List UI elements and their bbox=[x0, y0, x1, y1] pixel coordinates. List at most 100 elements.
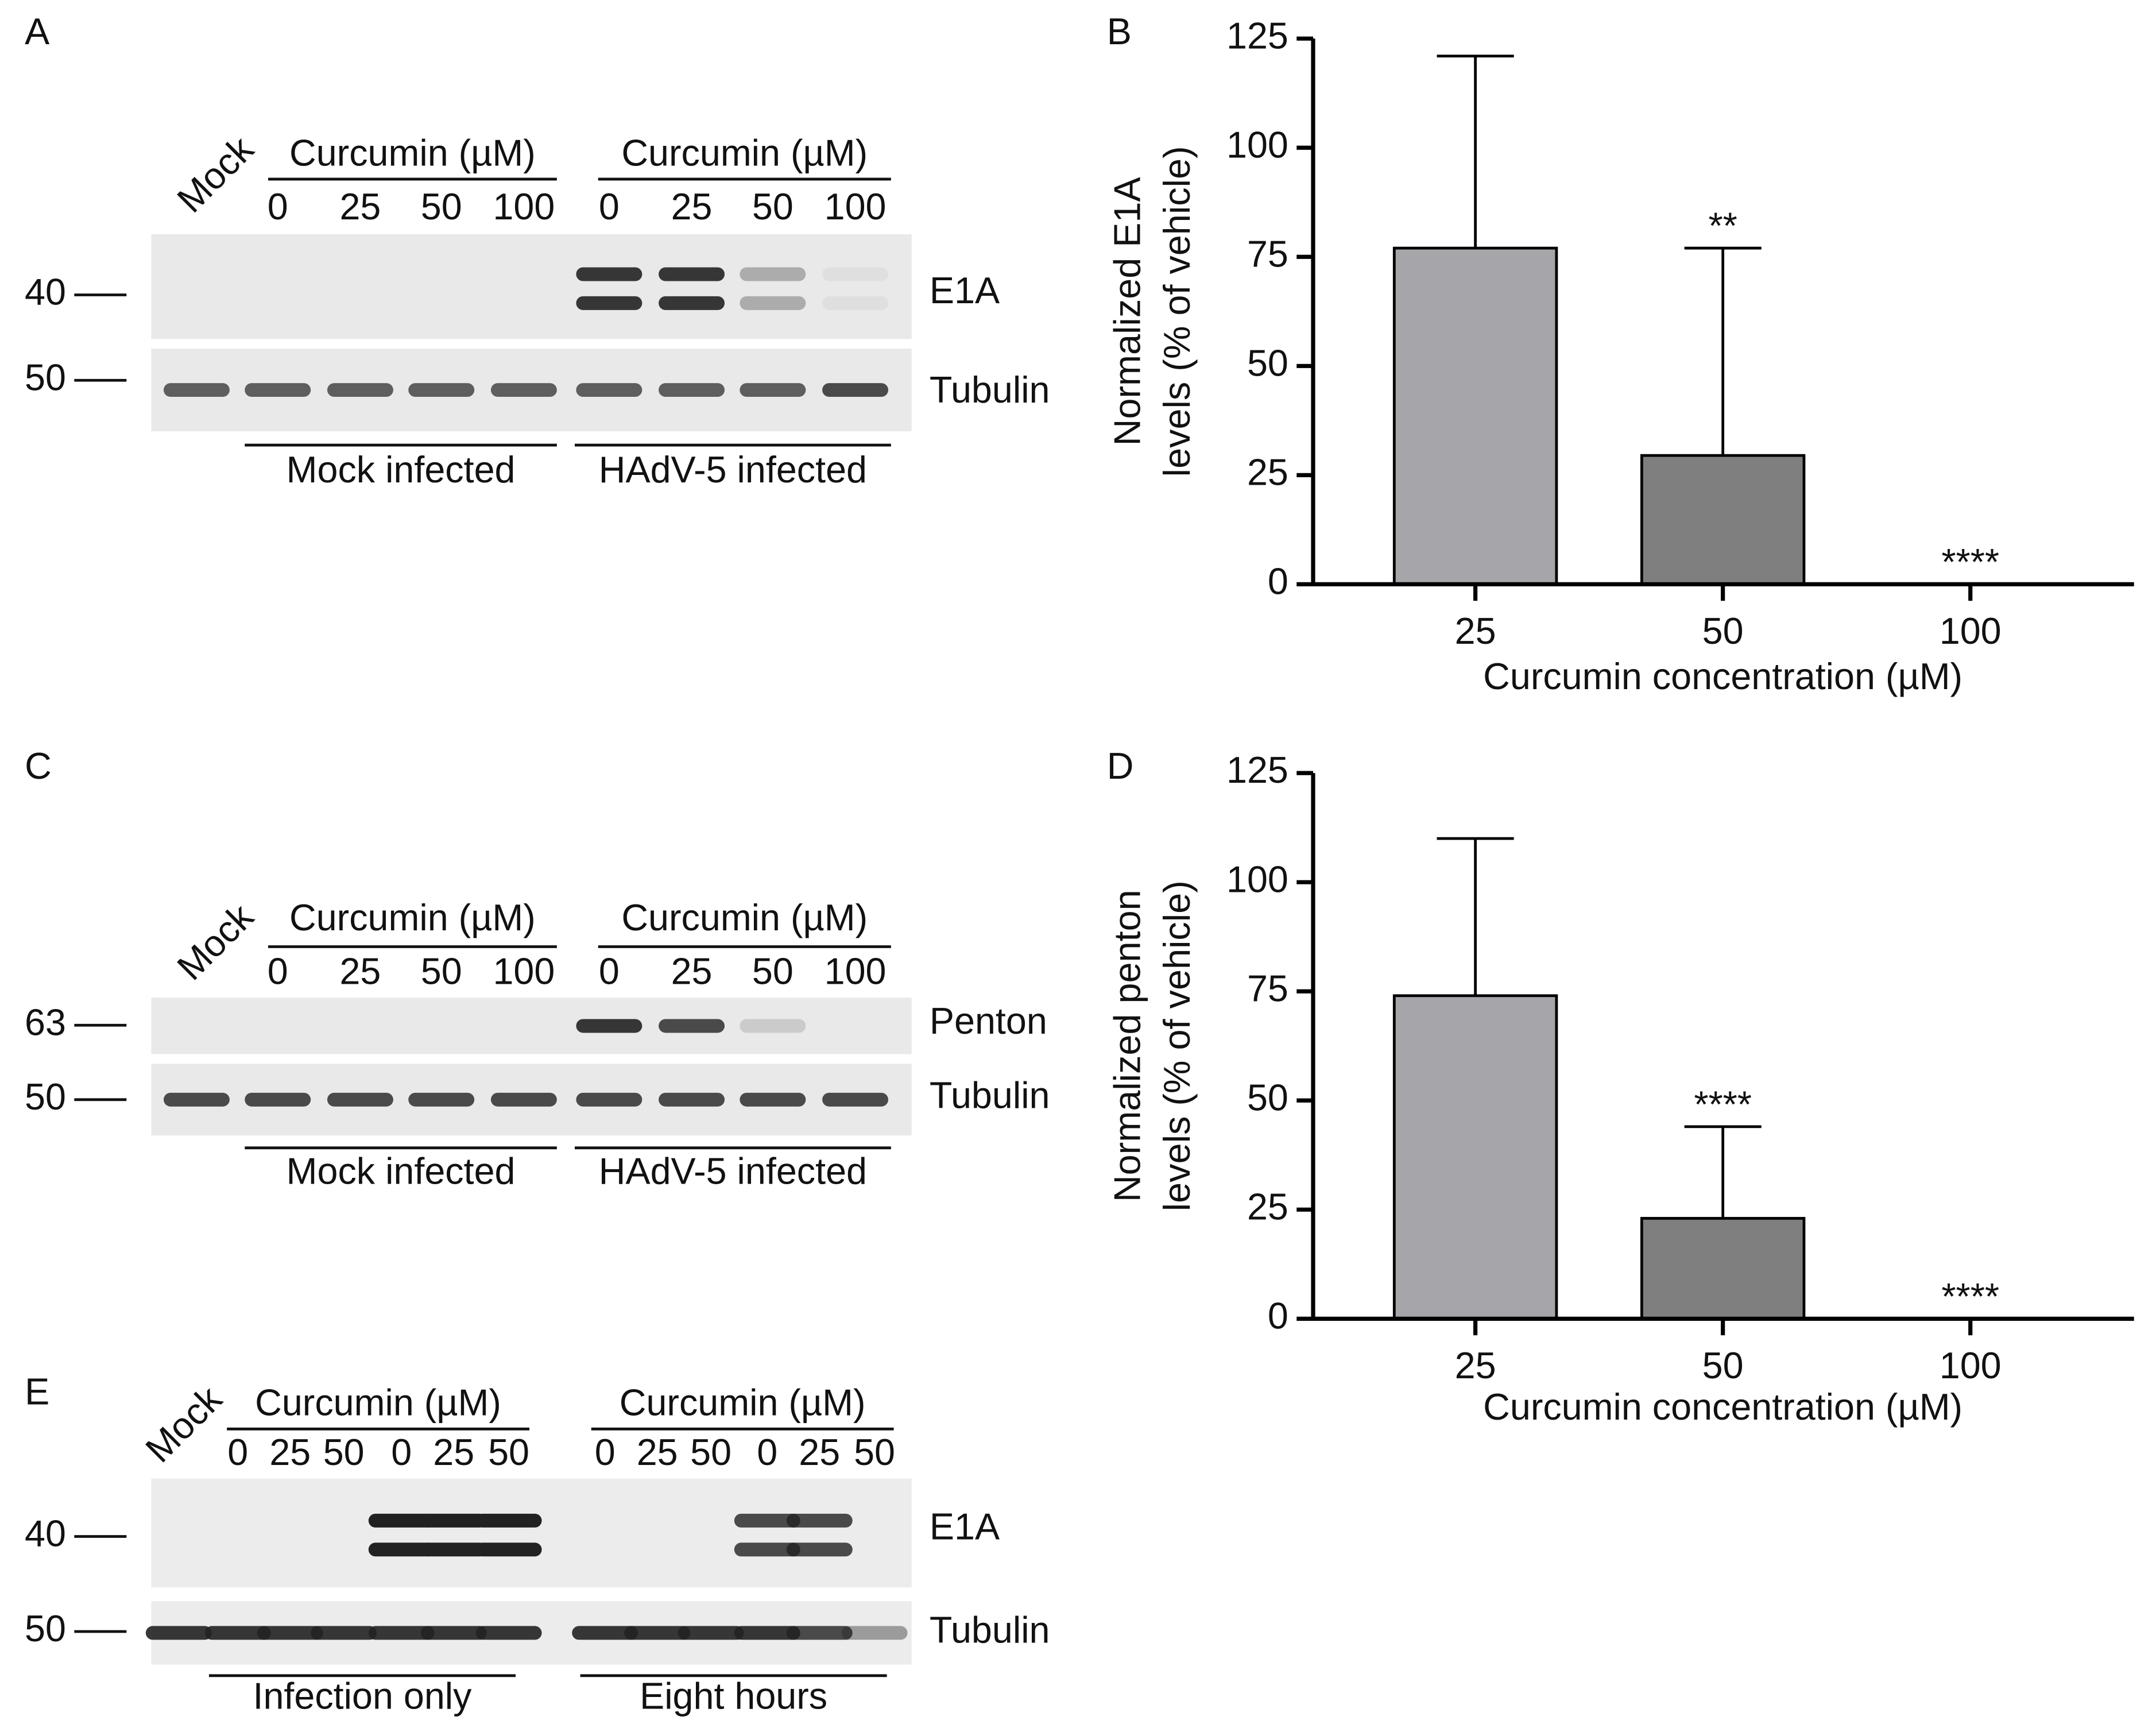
y-tick-label: 0 bbox=[1268, 560, 1288, 602]
y-tick-label: 125 bbox=[1226, 749, 1288, 791]
lane-label: 50 bbox=[421, 950, 462, 992]
size-marker: 50 bbox=[25, 1607, 66, 1649]
y-tick-label: 25 bbox=[1247, 451, 1288, 493]
band bbox=[841, 1626, 908, 1640]
lane-label: 25 bbox=[339, 185, 381, 227]
panel-label: C bbox=[25, 745, 52, 787]
group-title: Curcumin (µM) bbox=[255, 1382, 501, 1424]
lane-label: 25 bbox=[433, 1431, 474, 1473]
y-tick-label: 0 bbox=[1268, 1294, 1288, 1336]
x-tick-label: 25 bbox=[1455, 1344, 1496, 1386]
group-title: Curcumin (µM) bbox=[289, 132, 536, 173]
band bbox=[408, 383, 475, 397]
lane-label: 0 bbox=[757, 1431, 777, 1473]
band bbox=[163, 1092, 230, 1107]
band-label: Tubulin bbox=[930, 369, 1050, 411]
lane-label: 25 bbox=[637, 1431, 678, 1473]
band bbox=[408, 1092, 475, 1107]
condition-label: Eight hours bbox=[640, 1675, 827, 1717]
lane-label: 25 bbox=[799, 1431, 840, 1473]
lane-label: 0 bbox=[391, 1431, 412, 1473]
band bbox=[475, 1626, 542, 1640]
x-axis-label: Curcumin concentration (µM) bbox=[1483, 655, 1963, 697]
band bbox=[659, 296, 725, 310]
bar bbox=[1640, 1217, 1806, 1320]
significance: **** bbox=[1694, 1083, 1752, 1125]
x-tick-label: 50 bbox=[1702, 610, 1744, 652]
band bbox=[822, 296, 889, 310]
band bbox=[822, 267, 889, 281]
lane-label: 100 bbox=[493, 185, 555, 227]
band bbox=[368, 1626, 435, 1640]
band bbox=[740, 296, 806, 310]
x-tick-label: 50 bbox=[1702, 1344, 1744, 1386]
y-axis-label: levels (% of vehicle) bbox=[1156, 146, 1198, 477]
band bbox=[327, 383, 393, 397]
band bbox=[163, 383, 230, 397]
band bbox=[659, 383, 725, 397]
lane-label: 25 bbox=[671, 185, 713, 227]
panel-label: E bbox=[25, 1370, 49, 1412]
y-tick-label: 100 bbox=[1226, 858, 1288, 900]
y-tick-label: 25 bbox=[1247, 1185, 1288, 1227]
lane-label: 50 bbox=[421, 185, 462, 227]
band bbox=[576, 296, 642, 310]
y-axis-label: levels (% of vehicle) bbox=[1156, 880, 1198, 1211]
band bbox=[490, 383, 557, 397]
band bbox=[245, 1092, 311, 1107]
band bbox=[475, 1513, 542, 1528]
size-marker: 50 bbox=[25, 1076, 66, 1118]
band bbox=[822, 1092, 889, 1107]
band bbox=[786, 1626, 853, 1640]
band bbox=[420, 1626, 487, 1640]
y-tick-label: 125 bbox=[1226, 14, 1288, 56]
lane-label: 25 bbox=[269, 1431, 311, 1473]
condition-label: HAdV-5 infected bbox=[599, 449, 867, 490]
lane-label: Mock bbox=[169, 127, 261, 221]
condition-label: HAdV-5 infected bbox=[599, 1150, 867, 1192]
band bbox=[420, 1543, 487, 1557]
y-tick-label: 50 bbox=[1247, 342, 1288, 384]
band bbox=[659, 1092, 725, 1107]
lane-label: 0 bbox=[599, 950, 620, 992]
lane-label: 50 bbox=[690, 1431, 731, 1473]
band-label: Penton bbox=[930, 1000, 1047, 1042]
condition-label: Infection only bbox=[253, 1675, 473, 1717]
panel-label: A bbox=[25, 10, 50, 52]
band bbox=[475, 1543, 542, 1557]
band bbox=[145, 1626, 212, 1640]
band-label: E1A bbox=[930, 269, 1000, 311]
lane-label: 0 bbox=[227, 1431, 248, 1473]
lane-label: 50 bbox=[323, 1431, 365, 1473]
lane-label: 50 bbox=[752, 185, 793, 227]
band bbox=[257, 1626, 323, 1640]
group-title: Curcumin (µM) bbox=[620, 1382, 866, 1424]
lane-label: Mock bbox=[169, 895, 261, 988]
panel-label: D bbox=[1107, 745, 1134, 787]
lane-label: Mock bbox=[137, 1378, 230, 1471]
size-marker: 40 bbox=[25, 1513, 66, 1555]
band bbox=[576, 1092, 642, 1107]
band bbox=[786, 1543, 853, 1557]
band bbox=[740, 1019, 806, 1033]
lane-label: 50 bbox=[488, 1431, 529, 1473]
group-title: Curcumin (µM) bbox=[621, 132, 868, 173]
band-label: Tubulin bbox=[930, 1609, 1050, 1650]
lane-label: 0 bbox=[268, 185, 288, 227]
lane-label: 25 bbox=[671, 950, 713, 992]
bar bbox=[1640, 454, 1806, 586]
band bbox=[490, 1092, 557, 1107]
y-axis-label: Normalized E1A bbox=[1106, 176, 1148, 446]
significance: ** bbox=[1708, 205, 1737, 247]
band bbox=[572, 1626, 638, 1640]
band bbox=[734, 1513, 800, 1528]
panel-label: B bbox=[1107, 10, 1132, 52]
lane-label: 0 bbox=[599, 185, 620, 227]
band bbox=[576, 1019, 642, 1033]
band bbox=[368, 1543, 435, 1557]
y-tick-label: 75 bbox=[1247, 233, 1288, 275]
size-marker: 50 bbox=[25, 356, 66, 398]
blot-image bbox=[151, 234, 912, 339]
x-axis-label: Curcumin concentration (µM) bbox=[1483, 1386, 1963, 1428]
